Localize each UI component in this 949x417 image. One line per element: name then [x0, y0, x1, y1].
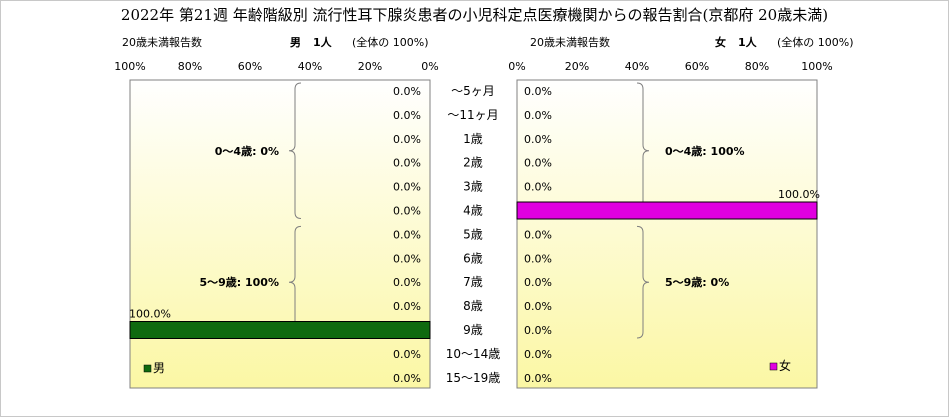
- age-category-label: 4歳: [463, 204, 483, 218]
- right-total-note: (全体の 100%): [777, 36, 854, 49]
- right-sex-label: 女: [715, 36, 726, 49]
- left-count: 1人: [313, 36, 332, 49]
- female-age-group-brace: [636, 225, 650, 339]
- age-category-label: 2歳: [463, 156, 483, 170]
- age-category-label: 3歳: [463, 180, 483, 194]
- male-data-label: 0.0%: [393, 109, 421, 122]
- male-data-label: 0.0%: [393, 252, 421, 265]
- male-data-label: 0.0%: [393, 205, 421, 218]
- age-category-label: 6歳: [463, 251, 483, 265]
- female-data-label: 0.0%: [524, 300, 552, 313]
- female-bar: [516, 201, 818, 220]
- female-age-group-label: 0～4歳: 100%: [665, 144, 745, 158]
- female-data-label: 0.0%: [524, 228, 552, 241]
- male-axis-tick-label: 80%: [178, 60, 202, 73]
- female-data-label: 0.0%: [524, 372, 552, 385]
- male-data-label: 0.0%: [393, 348, 421, 361]
- female-data-label: 0.0%: [524, 276, 552, 289]
- male-data-label: 0.0%: [393, 181, 421, 194]
- female-axis-tick-label: 100%: [801, 60, 832, 73]
- female-legend-swatch: [769, 362, 778, 371]
- female-data-label: 0.0%: [524, 157, 552, 170]
- male-age-group-brace: [288, 82, 302, 219]
- female-axis-tick-label: 0%: [508, 60, 525, 73]
- age-category-label: 8歳: [463, 299, 483, 313]
- male-plot-area: [129, 79, 431, 389]
- male-axis-tick-label: 20%: [358, 60, 382, 73]
- female-plot-area: [516, 79, 818, 389]
- male-data-label: 0.0%: [393, 300, 421, 313]
- age-category-label: ～5ヶ月: [451, 84, 495, 98]
- left-sex-label: 男: [290, 36, 301, 49]
- female-legend-label: 女: [779, 358, 791, 373]
- age-category-label: 1歳: [463, 132, 483, 146]
- male-legend-label: 男: [153, 361, 165, 375]
- left-total-note: (全体の 100%): [352, 36, 429, 49]
- female-data-label: 0.0%: [524, 85, 552, 98]
- male-data-label: 0.0%: [393, 85, 421, 98]
- male-bar: [129, 321, 431, 339]
- female-axis-tick-label: 20%: [565, 60, 589, 73]
- right-count-label: 20歳未満報告数: [530, 36, 610, 49]
- age-category-label: 15～19歳: [446, 371, 501, 385]
- male-age-group-label: 5～9歳: 100%: [199, 275, 279, 289]
- male-data-label: 0.0%: [393, 372, 421, 385]
- age-category-label: 5歳: [463, 227, 483, 241]
- male-data-label: 100.0%: [129, 308, 171, 321]
- age-category-label: 10～14歳: [446, 347, 501, 361]
- male-axis-tick-label: 100%: [114, 60, 145, 73]
- male-axis-tick-label: 0%: [421, 60, 438, 73]
- female-data-label: 0.0%: [524, 348, 552, 361]
- left-count-label: 20歳未満報告数: [122, 36, 202, 49]
- chart-title: 2022年 第21週 年齢階級別 流行性耳下腺炎患者の小児科定点医療機関からの報…: [120, 6, 829, 24]
- female-data-label: 100.0%: [778, 188, 820, 201]
- male-axis-tick-label: 40%: [298, 60, 322, 73]
- female-age-group-label: 5～9歳: 0%: [665, 275, 729, 289]
- female-data-label: 0.0%: [524, 181, 552, 194]
- female-data-label: 0.0%: [524, 133, 552, 146]
- female-axis-tick-label: 60%: [685, 60, 709, 73]
- female-axis-tick-label: 40%: [625, 60, 649, 73]
- female-data-label: 0.0%: [524, 324, 552, 337]
- female-data-label: 0.0%: [524, 109, 552, 122]
- age-category-label: 9歳: [463, 323, 483, 337]
- male-data-label: 0.0%: [393, 276, 421, 289]
- male-age-group-label: 0～4歳: 0%: [215, 144, 279, 158]
- age-category-label: 7歳: [463, 275, 483, 289]
- male-axis-tick-label: 60%: [238, 60, 262, 73]
- male-data-label: 0.0%: [393, 157, 421, 170]
- age-category-label: ～11ヶ月: [447, 108, 498, 122]
- female-data-label: 0.0%: [524, 252, 552, 265]
- female-axis-tick-label: 80%: [745, 60, 769, 73]
- male-legend-swatch: [143, 364, 152, 373]
- male-data-label: 0.0%: [393, 228, 421, 241]
- male-data-label: 0.0%: [393, 133, 421, 146]
- right-count: 1人: [738, 36, 757, 49]
